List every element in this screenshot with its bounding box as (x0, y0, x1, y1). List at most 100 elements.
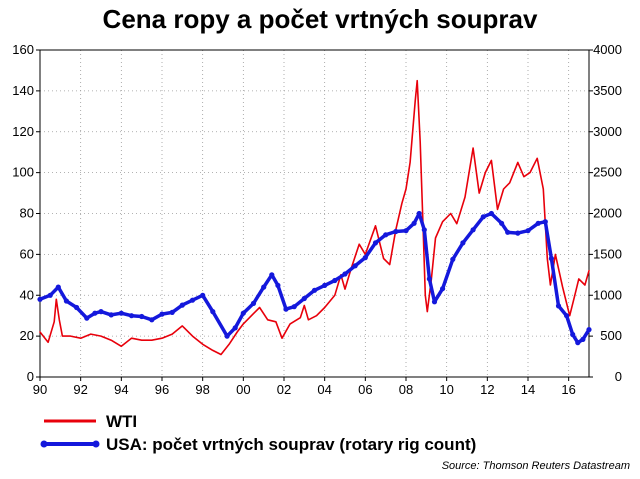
rig-count-point (108, 312, 114, 318)
rig-count-point (403, 228, 409, 234)
left-tick-label: 120 (12, 124, 34, 139)
rig-count-point (261, 284, 267, 290)
x-tick-label: 06 (358, 382, 372, 397)
left-tick-label: 100 (12, 165, 34, 180)
left-y-axis: 0 20 40 60 80 100 120 140 160 (12, 42, 40, 384)
rig-count-point (488, 210, 494, 217)
rig-count-point (47, 292, 53, 298)
rig-count-point (98, 309, 104, 315)
rig-count-point (128, 313, 135, 319)
rig-count-point (275, 282, 281, 288)
rig-count-point (440, 286, 446, 292)
rig-count-point (200, 292, 206, 298)
rig-count-point (63, 298, 69, 304)
rig-count-point (149, 317, 155, 323)
wti-line (39, 79, 590, 356)
rig-count-point (332, 277, 338, 284)
right-tick-label: 3000 (593, 124, 622, 139)
rig-count-point (580, 336, 586, 342)
rig-count-point (189, 297, 196, 303)
rig-count-point (542, 219, 548, 225)
rig-count-point (431, 299, 438, 305)
x-tick-label: 12 (480, 382, 494, 397)
legend-marker-rig-count (40, 440, 48, 448)
chart-title: Cena ropy a počet vrtných souprav (102, 4, 538, 34)
x-axis: 90 92 94 96 98 00 02 04 06 08 10 12 14 16 (33, 377, 576, 397)
rig-count-point (118, 310, 124, 316)
rig-count-point (411, 220, 417, 226)
left-tick-label: 60 (20, 246, 34, 261)
right-tick-label: 4000 (593, 42, 622, 57)
rig-count-point (84, 315, 90, 321)
grid (40, 50, 589, 377)
rig-count-point (555, 303, 562, 309)
x-tick-label: 04 (317, 382, 331, 397)
rig-count-point (421, 227, 427, 233)
legend: WTI USA: počet vrtných souprav (rotary r… (40, 412, 476, 454)
rig-count-point (372, 240, 379, 246)
rig-count-point (74, 304, 80, 311)
rig-count-point (224, 333, 230, 339)
right-tick-label: 1000 (593, 287, 622, 302)
rig-count-point (525, 228, 531, 234)
series-layer (37, 79, 592, 356)
rig-count-point (570, 331, 576, 338)
legend-marker-rig-count (92, 440, 100, 448)
rig-count-point (393, 228, 399, 235)
x-tick-label: 94 (114, 382, 128, 397)
rig-count-point (291, 304, 297, 310)
right-y-axis: 0 500 1000 1500 2000 2500 3000 3500 4000 (589, 42, 622, 384)
rig-count-point (586, 327, 592, 333)
right-tick-label: 3500 (593, 83, 622, 98)
rig-count-point (311, 287, 318, 293)
plot-frame (39, 49, 590, 378)
left-tick-label: 160 (12, 42, 34, 57)
x-tick-label: 08 (399, 382, 413, 397)
rig-count-point (232, 325, 238, 331)
rig-count-point (250, 300, 257, 306)
x-tick-label: 00 (236, 382, 250, 397)
rig-count-point (37, 296, 43, 302)
x-tick-label: 02 (277, 382, 291, 397)
rig-count-point (450, 256, 456, 262)
x-tick-label: 90 (33, 382, 47, 397)
rig-count-point (301, 295, 307, 302)
x-tick-label: 98 (195, 382, 209, 397)
right-tick-label: 500 (600, 328, 622, 343)
left-tick-label: 80 (20, 206, 34, 221)
rig-count-point (179, 302, 185, 308)
rig-count-point (283, 306, 289, 312)
rig-count-point (515, 230, 521, 236)
left-tick-label: 40 (20, 287, 34, 302)
right-tick-label: 2500 (593, 165, 622, 180)
rig-count-point (564, 313, 570, 319)
rig-count-point (383, 232, 389, 238)
rig-count-point (548, 255, 555, 262)
rig-count-point (362, 255, 368, 261)
left-tick-label: 140 (12, 83, 34, 98)
rig-count-point (426, 276, 432, 282)
rig-count-point (169, 309, 175, 315)
rig-count-point (240, 310, 246, 316)
rig-count-point (499, 220, 505, 226)
rig-count-point (159, 311, 165, 317)
rig-count-point (575, 340, 581, 346)
rig-count-point (460, 240, 466, 246)
rig-count-point (416, 210, 422, 217)
right-tick-label: 1500 (593, 246, 622, 261)
rig-count-point (55, 284, 61, 290)
rig-count-point (322, 282, 328, 288)
x-tick-label: 16 (561, 382, 575, 397)
x-tick-label: 14 (521, 382, 535, 397)
x-tick-label: 96 (155, 382, 169, 397)
source-note: Source: Thomson Reuters Datastream (441, 460, 630, 472)
rig-count-point (342, 271, 348, 277)
rig-count-point (92, 310, 98, 316)
rig-count-point (480, 214, 486, 220)
right-tick-label: 2000 (593, 206, 622, 221)
left-tick-label: 0 (27, 369, 34, 384)
left-tick-label: 20 (20, 328, 34, 343)
x-tick-label: 10 (439, 382, 453, 397)
rig-count-point (269, 272, 275, 278)
